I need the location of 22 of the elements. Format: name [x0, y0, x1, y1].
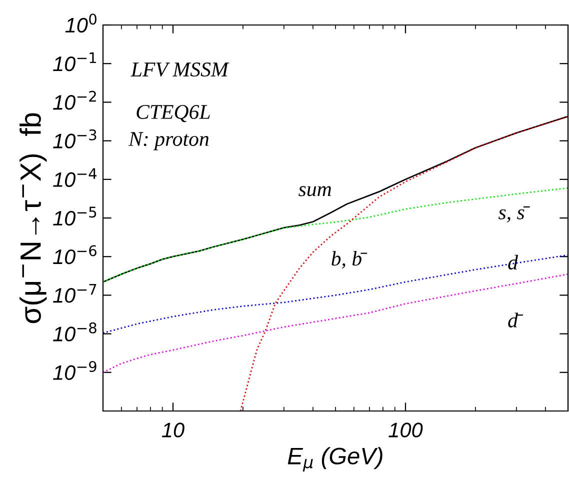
y-tick-label: 10$^{−8}$ — [53, 322, 96, 342]
y-tick-label: 10$^{−4}$ — [53, 168, 97, 188]
y-tick-label: 10$^{−1}$ — [53, 52, 96, 72]
annotation: s, s̄ — [498, 206, 530, 222]
y-tick-label: 10$^{−9}$ — [53, 360, 96, 380]
y-tick-label: 10$^{−2}$ — [53, 90, 96, 110]
y-tick-label: 10$^{−6}$ — [53, 245, 96, 264]
y-tick-label: 10$^{−5}$ — [53, 206, 96, 226]
annotation: CTEQ6L — [136, 104, 210, 122]
y-tick-label: 10$^{−3}$ — [53, 129, 96, 148]
annotation: N: proton — [128, 132, 209, 150]
x-tick-label: 10 — [162, 422, 184, 438]
x-tick-label: 100 — [388, 422, 423, 438]
y-axis-title: σ(μ$^{−}$N→τ$^{−}$X) fb — [20, 113, 47, 324]
annotation: d̄ — [508, 312, 524, 328]
annotation: sum — [298, 186, 331, 196]
annotation: d — [508, 254, 518, 270]
y-tick-label: 10$^{−7}$ — [53, 284, 96, 303]
x-axis-title: E$_{μ}$ (GeV) — [288, 447, 382, 472]
annotation: b, b̄ — [332, 251, 368, 269]
annotation: LFV MSSM — [130, 62, 230, 77]
y-tick-label: 10$^{0}$ — [65, 14, 96, 33]
